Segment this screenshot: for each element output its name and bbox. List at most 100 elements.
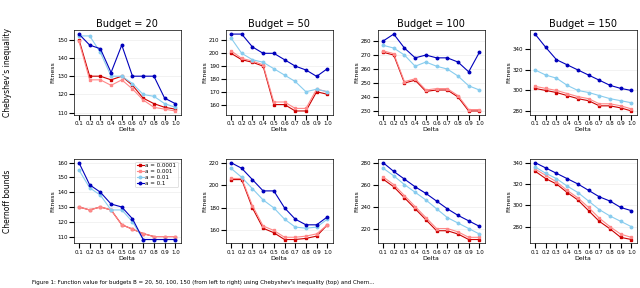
a = 0.0001 <box>412 207 419 211</box>
Y-axis label: Fitness: Fitness <box>202 62 207 84</box>
a = 0.1 <box>595 79 603 82</box>
a = 0.1 <box>465 70 472 73</box>
Line: a = 0.0001: a = 0.0001 <box>534 87 633 112</box>
a = 0.001 <box>129 87 136 91</box>
a = 0.001 <box>465 108 472 111</box>
Line: a = 0.001: a = 0.001 <box>534 85 633 110</box>
a = 0.01 <box>401 53 408 57</box>
a = 0.01 <box>270 67 278 70</box>
a = 0.1 <box>270 189 278 193</box>
a = 0.1 <box>227 161 235 164</box>
a = 0.01 <box>574 89 582 92</box>
a = 0.1 <box>313 223 321 227</box>
a = 0.1 <box>542 166 550 170</box>
a = 0.1 <box>161 238 168 241</box>
a = 0.1 <box>118 205 125 209</box>
Y-axis label: Fitness: Fitness <box>51 190 56 212</box>
a = 0.001 <box>422 216 429 219</box>
a = 0.01 <box>563 184 571 188</box>
a = 0.1 <box>248 178 256 181</box>
Line: a = 0.0001: a = 0.0001 <box>534 170 633 241</box>
a = 0.1 <box>118 43 125 47</box>
a = 0.0001 <box>606 227 614 231</box>
X-axis label: Delta: Delta <box>271 128 287 132</box>
a = 0.0001 <box>390 185 397 189</box>
a = 0.001 <box>585 97 593 101</box>
Line: a = 0.1: a = 0.1 <box>230 161 328 226</box>
a = 0.1 <box>444 207 451 211</box>
Line: a = 0.01: a = 0.01 <box>230 37 328 93</box>
a = 0.001 <box>379 175 387 179</box>
a = 0.1 <box>422 192 429 195</box>
a = 0.1 <box>302 223 310 227</box>
X-axis label: Delta: Delta <box>271 256 287 261</box>
a = 0.1 <box>585 73 593 77</box>
a = 0.001 <box>248 204 256 207</box>
a = 0.1 <box>531 161 539 164</box>
a = 0.0001 <box>75 38 83 41</box>
a = 0.01 <box>291 80 299 83</box>
a = 0.01 <box>574 191 582 194</box>
a = 0.001 <box>140 232 147 235</box>
Title: Budget = 20: Budget = 20 <box>96 20 158 29</box>
a = 0.01 <box>161 238 168 241</box>
a = 0.1 <box>108 71 115 74</box>
a = 0.001 <box>281 100 289 104</box>
a = 0.001 <box>313 232 321 236</box>
a = 0.1 <box>390 170 397 173</box>
a = 0.001 <box>281 236 289 239</box>
a = 0.0001 <box>585 209 593 213</box>
a = 0.1 <box>75 32 83 36</box>
a = 0.0001 <box>465 109 472 113</box>
a = 0.01 <box>531 68 539 72</box>
a = 0.01 <box>75 34 83 38</box>
a = 0.001 <box>553 89 561 92</box>
Line: a = 0.001: a = 0.001 <box>382 50 481 111</box>
a = 0.1 <box>433 56 440 60</box>
a = 0.1 <box>150 75 157 78</box>
a = 0.01 <box>238 52 246 55</box>
a = 0.01 <box>248 58 256 61</box>
a = 0.001 <box>595 102 603 105</box>
a = 0.001 <box>617 232 625 236</box>
a = 0.0001 <box>422 218 429 221</box>
a = 0.1 <box>401 46 408 50</box>
Line: a = 0.01: a = 0.01 <box>230 167 328 230</box>
a = 0.0001 <box>454 232 462 236</box>
a = 0.0001 <box>606 104 614 108</box>
a = 0.0001 <box>150 235 157 238</box>
Line: a = 0.0001: a = 0.0001 <box>77 38 177 110</box>
a = 0.0001 <box>324 92 332 96</box>
a = 0.0001 <box>617 236 625 239</box>
a = 0.01 <box>172 238 179 241</box>
Line: a = 0.001: a = 0.001 <box>230 177 328 238</box>
a = 0.01 <box>465 84 472 88</box>
a = 0.0001 <box>542 177 550 180</box>
a = 0.1 <box>454 214 462 217</box>
a = 0.1 <box>628 209 636 213</box>
a = 0.0001 <box>227 52 235 55</box>
a = 0.01 <box>628 225 636 228</box>
a = 0.1 <box>150 238 157 241</box>
a = 0.0001 <box>433 229 440 232</box>
a = 0.1 <box>75 161 83 164</box>
a = 0.001 <box>108 208 115 212</box>
a = 0.01 <box>390 174 397 177</box>
Line: a = 0.1: a = 0.1 <box>534 33 633 92</box>
a = 0.001 <box>302 234 310 238</box>
a = 0.0001 <box>281 238 289 241</box>
a = 0.001 <box>422 88 429 92</box>
a = 0.01 <box>172 106 179 109</box>
a = 0.0001 <box>617 106 625 110</box>
a = 0.01 <box>150 94 157 98</box>
a = 0.01 <box>444 216 451 219</box>
a = 0.001 <box>324 90 332 94</box>
a = 0.0001 <box>628 238 636 241</box>
a = 0.0001 <box>86 75 93 78</box>
a = 0.1 <box>585 189 593 192</box>
Line: a = 0.0001: a = 0.0001 <box>77 206 177 238</box>
a = 0.1 <box>97 47 104 50</box>
X-axis label: Delta: Delta <box>575 256 592 261</box>
a = 0.1 <box>140 75 147 78</box>
a = 0.001 <box>270 100 278 104</box>
